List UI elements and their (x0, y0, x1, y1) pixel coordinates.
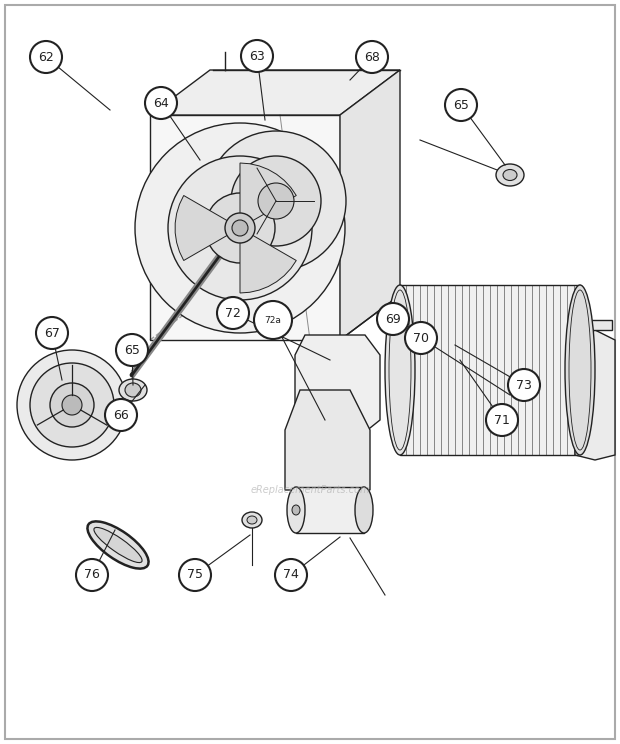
Text: eReplacementParts.com: eReplacementParts.com (250, 485, 370, 495)
Circle shape (405, 322, 437, 354)
Circle shape (135, 123, 345, 333)
Text: 65: 65 (124, 344, 140, 356)
Circle shape (445, 89, 477, 121)
Circle shape (179, 559, 211, 591)
Text: 72a: 72a (265, 315, 281, 324)
Circle shape (241, 40, 273, 72)
Circle shape (62, 395, 82, 415)
Polygon shape (296, 487, 364, 533)
Ellipse shape (287, 487, 305, 533)
Polygon shape (240, 234, 296, 293)
Ellipse shape (247, 516, 257, 524)
Text: 65: 65 (453, 98, 469, 112)
Circle shape (30, 41, 62, 73)
Polygon shape (400, 310, 460, 375)
Text: 70: 70 (413, 332, 429, 344)
Circle shape (217, 297, 249, 329)
Text: 69: 69 (385, 312, 401, 326)
Polygon shape (285, 390, 370, 490)
Polygon shape (580, 320, 612, 330)
Circle shape (356, 41, 388, 73)
Polygon shape (150, 115, 340, 340)
Ellipse shape (292, 505, 300, 515)
Text: 73: 73 (516, 379, 532, 391)
Circle shape (486, 404, 518, 436)
Ellipse shape (355, 487, 373, 533)
Circle shape (231, 156, 321, 246)
Polygon shape (575, 330, 615, 460)
Circle shape (225, 213, 255, 243)
Text: 66: 66 (113, 408, 129, 422)
Circle shape (232, 220, 248, 236)
Circle shape (116, 334, 148, 366)
Circle shape (50, 383, 94, 427)
Circle shape (17, 350, 127, 460)
Ellipse shape (87, 522, 149, 568)
Polygon shape (340, 70, 400, 340)
Text: 62: 62 (38, 51, 54, 63)
Text: 63: 63 (249, 50, 265, 62)
Polygon shape (400, 285, 580, 455)
Text: 64: 64 (153, 97, 169, 109)
Circle shape (36, 317, 68, 349)
Circle shape (168, 156, 312, 300)
Polygon shape (295, 335, 380, 440)
Circle shape (258, 183, 294, 219)
Circle shape (76, 559, 108, 591)
Text: 67: 67 (44, 327, 60, 339)
Circle shape (30, 363, 114, 447)
Ellipse shape (119, 379, 147, 401)
Polygon shape (240, 163, 296, 222)
Circle shape (275, 559, 307, 591)
Ellipse shape (565, 285, 595, 455)
Text: 75: 75 (187, 568, 203, 582)
Text: 74: 74 (283, 568, 299, 582)
Text: 72: 72 (225, 307, 241, 319)
Circle shape (145, 87, 177, 119)
Text: 71: 71 (494, 414, 510, 426)
Ellipse shape (242, 512, 262, 528)
Circle shape (377, 303, 409, 335)
Circle shape (206, 131, 346, 271)
Circle shape (254, 301, 292, 339)
Ellipse shape (125, 383, 141, 397)
Ellipse shape (496, 164, 524, 186)
Ellipse shape (385, 285, 415, 455)
Circle shape (205, 193, 275, 263)
Circle shape (508, 369, 540, 401)
Ellipse shape (94, 527, 142, 562)
Polygon shape (175, 196, 229, 260)
Circle shape (105, 399, 137, 431)
Text: 68: 68 (364, 51, 380, 63)
Text: 76: 76 (84, 568, 100, 582)
Ellipse shape (503, 170, 517, 181)
Polygon shape (150, 70, 400, 115)
